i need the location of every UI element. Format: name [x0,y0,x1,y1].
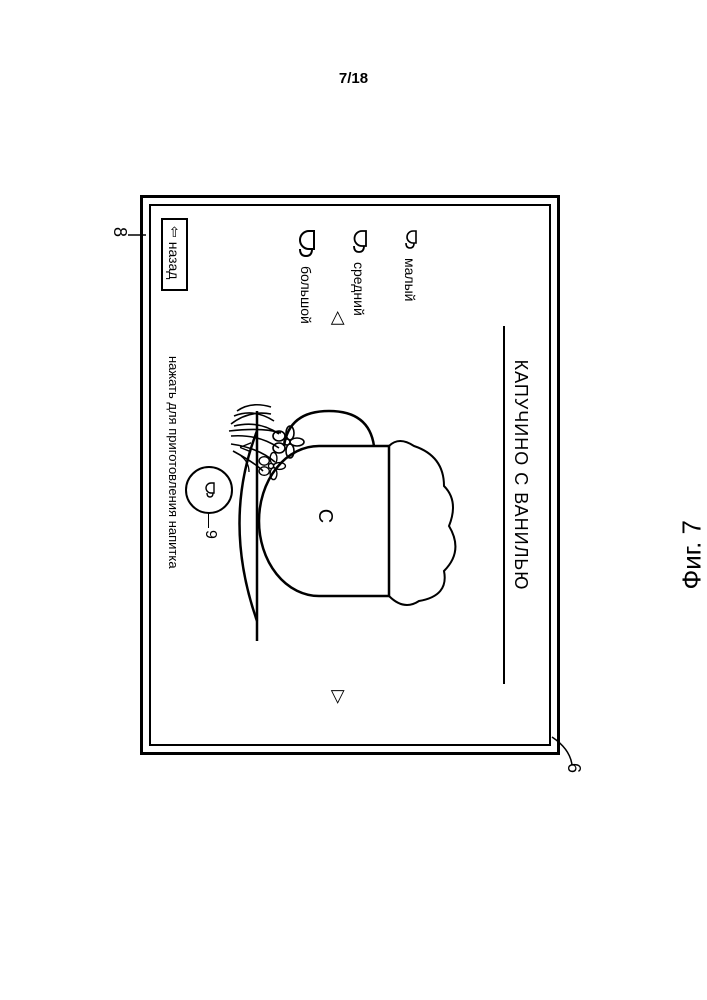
size-options: малый средний большой [263,228,419,324]
drink-title: КАПУЧИНО С ВАНИЛЬЮ [510,360,531,591]
callout-8-leader [126,227,148,247]
cup-medium-icon [349,228,369,254]
callout-v-leader [237,454,251,474]
size-small[interactable]: малый [401,228,419,324]
nav-right-arrow[interactable]: ▷ [328,690,349,704]
callout-9: 9 [201,530,219,539]
size-small-label: малый [402,258,418,301]
size-large[interactable]: большой [295,228,317,324]
page-number: 7/18 [339,70,368,87]
title-underline [503,326,505,684]
touchscreen-inner: КАПУЧИНО С ВАНИЛЬЮ малый [149,204,551,746]
back-button[interactable]: ⇦ назад [161,218,188,291]
figure-label: Фиг. 7 [677,520,707,590]
size-medium-label: средний [351,262,367,316]
size-medium[interactable]: средний [349,228,369,324]
brew-button[interactable] [185,466,233,514]
touchscreen-panel: КАПУЧИНО С ВАНИЛЬЮ малый [140,195,560,755]
screen-rotated-wrap: 6 КАПУЧИНО С ВАНИЛЬЮ малый [0,195,140,615]
brew-hint: нажать для приготовления напитка [166,356,181,569]
back-arrow-icon: ⇦ [166,226,183,238]
cup-small-icon [401,228,419,250]
drink-illustration: C [209,376,469,666]
page: 7/18 Фиг. 7 6 КАПУЧИНО С ВАНИЛЬЮ [0,0,707,1000]
back-label: назад [167,242,183,280]
callout-9-leader [208,512,209,528]
callout-v: V [235,442,253,453]
cup-large-icon [295,228,317,258]
nav-left-arrow[interactable]: ◁ [328,311,349,325]
cup-tiny-icon [201,480,217,500]
size-large-label: большой [298,266,314,324]
cup-letter: C [314,509,336,523]
